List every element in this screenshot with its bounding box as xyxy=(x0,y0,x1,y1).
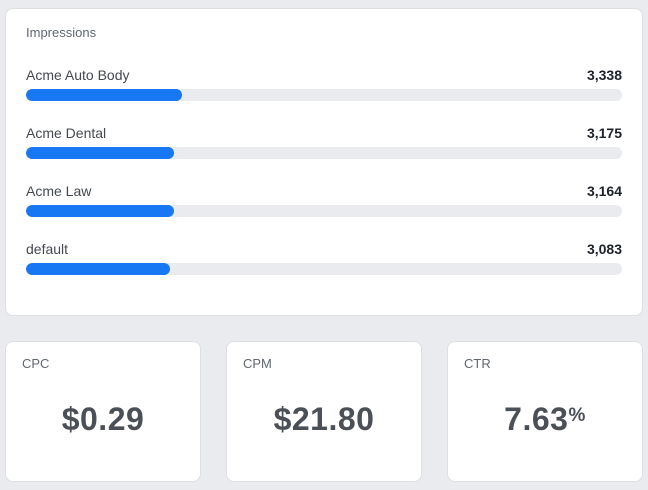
kpi-label: CPM xyxy=(243,356,272,371)
bar-row: Acme Auto Body 3,338 xyxy=(26,67,622,101)
bar-label: Acme Law xyxy=(26,183,92,199)
kpi-value-wrap: 7.63% xyxy=(464,372,626,467)
bar-track xyxy=(26,263,622,275)
bar-track xyxy=(26,89,622,101)
bar-fill xyxy=(26,147,175,159)
kpi-card-ctr: CTR 7.63% xyxy=(447,341,643,482)
bar-value: 3,338 xyxy=(586,67,622,83)
bar-fill xyxy=(26,89,182,101)
panel-title: Impressions xyxy=(26,25,97,40)
kpi-value: $21.80 xyxy=(273,401,375,437)
bar-row-header: Acme Law 3,164 xyxy=(26,183,622,200)
bar-label: Acme Dental xyxy=(26,125,107,141)
bar-row-header: default 3,083 xyxy=(26,241,622,258)
kpi-label: CTR xyxy=(464,356,491,371)
bar-row-header: Acme Auto Body 3,338 xyxy=(26,67,622,84)
bar-row: default 3,083 xyxy=(26,241,622,275)
kpi-value: 7.63% xyxy=(504,401,586,437)
kpi-row: CPC $0.29 CPM $21.80 CTR 7.63% xyxy=(5,341,643,482)
kpi-value-wrap: $21.80 xyxy=(243,372,405,467)
kpi-suffix: % xyxy=(568,405,586,426)
kpi-label: CPC xyxy=(22,356,50,371)
bar-value: 3,175 xyxy=(586,125,622,141)
bar-fill xyxy=(26,263,170,275)
bar-label: Acme Auto Body xyxy=(26,67,130,83)
kpi-value: $0.29 xyxy=(61,401,145,437)
bar-label: default xyxy=(26,241,69,257)
bar-fill xyxy=(26,205,174,217)
impressions-panel: Impressions Acme Auto Body 3,338 Acme De… xyxy=(5,8,643,316)
kpi-value-wrap: $0.29 xyxy=(22,372,184,467)
impressions-bar-chart: Acme Auto Body 3,338 Acme Dental 3,175 A… xyxy=(26,67,622,275)
bar-row: Acme Law 3,164 xyxy=(26,183,622,217)
bar-track xyxy=(26,147,622,159)
bar-row-header: Acme Dental 3,175 xyxy=(26,125,622,142)
kpi-card-cpm: CPM $21.80 xyxy=(226,341,422,482)
bar-value: 3,083 xyxy=(586,241,622,257)
kpi-card-cpc: CPC $0.29 xyxy=(5,341,201,482)
bar-track xyxy=(26,205,622,217)
bar-row: Acme Dental 3,175 xyxy=(26,125,622,159)
bar-value: 3,164 xyxy=(586,183,622,199)
